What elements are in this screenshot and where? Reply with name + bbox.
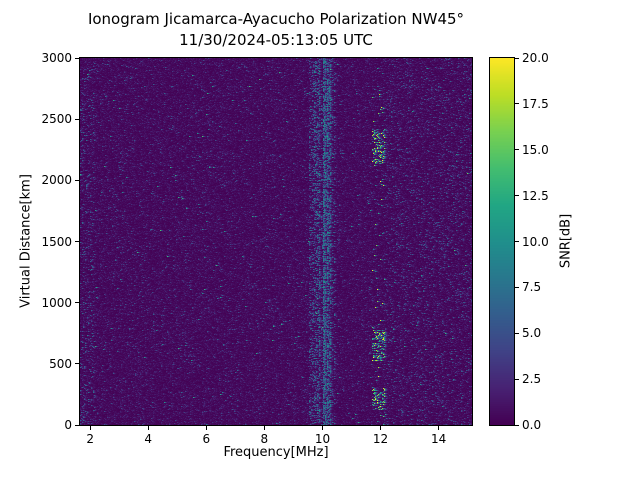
colorbar-tick-label: 15.0 — [522, 142, 549, 157]
colorbar-tick-label: 7.5 — [522, 280, 542, 295]
colorbar-tick-mark — [515, 241, 519, 242]
x-tick-label: 12 — [372, 432, 389, 446]
x-tick-mark — [89, 426, 91, 430]
y-tick-mark — [75, 302, 79, 304]
colorbar-tick-mark — [515, 378, 519, 380]
colorbar-tick-label: 17.5 — [522, 96, 549, 111]
colorbar-tick-label: 5.0 — [522, 326, 542, 341]
colorbar-tick-mark — [515, 332, 519, 334]
y-tick-mark — [75, 424, 79, 426]
y-tick-label: 500 — [49, 356, 72, 371]
x-axis-label: Frequency[MHz] — [223, 445, 329, 460]
y-tick-mark — [75, 241, 79, 242]
chart-title: Ionogram Jicamarca-Ayacucho Polarization… — [87, 10, 465, 28]
x-tick-mark — [438, 426, 440, 430]
y-tick-mark — [75, 57, 79, 59]
heatmap-canvas — [79, 57, 473, 426]
x-tick-mark — [321, 426, 323, 430]
x-tick-label: 8 — [260, 432, 269, 446]
colorbar-tick-mark — [515, 286, 519, 288]
x-tick-label: 2 — [86, 432, 94, 446]
y-tick-mark — [75, 179, 79, 181]
y-tick-label: 0 — [64, 418, 72, 432]
colorbar-tick-mark — [515, 424, 519, 426]
x-tick-mark — [205, 426, 207, 430]
colorbar-tick-label: 20.0 — [522, 51, 549, 65]
x-tick-label: 4 — [144, 432, 153, 446]
x-tick-label: 10 — [314, 432, 331, 446]
chart-subtitle: 11/30/2024-05:13:05 UTC — [179, 31, 373, 49]
colorbar-tick-mark — [515, 149, 519, 151]
y-tick-label: 3000 — [41, 51, 72, 65]
x-tick-label: 14 — [430, 432, 447, 446]
y-tick-label: 2000 — [41, 173, 72, 188]
colorbar-tick-mark — [515, 57, 519, 59]
colorbar-tick-mark — [515, 195, 519, 197]
colorbar-label: SNR[dB] — [558, 213, 574, 269]
colorbar-tick-mark — [515, 103, 519, 105]
colorbar-tick-label: 0.0 — [522, 418, 542, 432]
y-tick-label: 2500 — [41, 112, 72, 127]
y-tick-mark — [75, 118, 79, 120]
y-tick-label: 1000 — [41, 295, 72, 310]
colorbar-tick-label: 2.5 — [522, 372, 542, 387]
colorbar-tick-label: 10.0 — [522, 234, 549, 249]
x-tick-mark — [380, 426, 382, 430]
x-tick-mark — [147, 426, 149, 430]
x-tick-mark — [263, 426, 265, 430]
colorbar — [489, 57, 515, 426]
x-tick-label: 6 — [202, 432, 211, 446]
y-tick-mark — [75, 363, 79, 365]
colorbar-tick-label: 12.5 — [522, 188, 549, 203]
y-tick-label: 1500 — [41, 234, 72, 249]
